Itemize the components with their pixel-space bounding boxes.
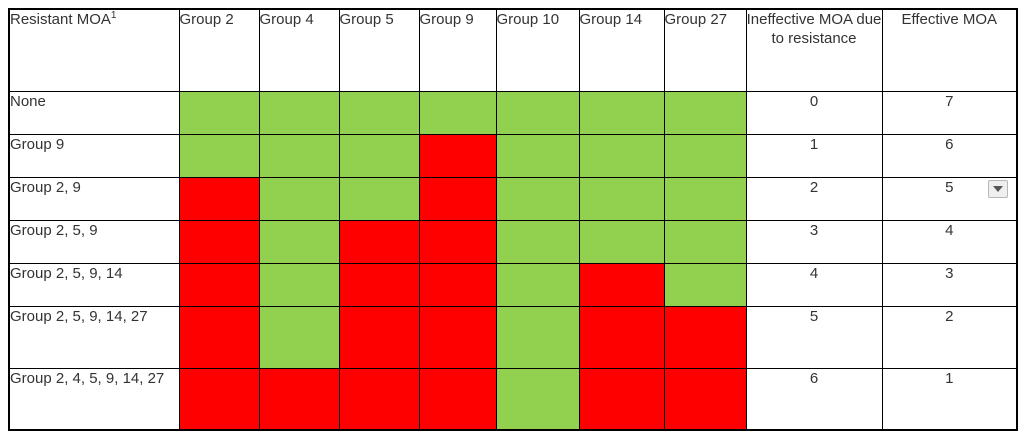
moa-status-cell xyxy=(663,367,747,431)
moa-status-cell xyxy=(178,176,260,221)
moa-status-cell xyxy=(578,367,665,431)
moa-status-cell xyxy=(495,262,580,307)
ineffective-count: 2 xyxy=(745,176,883,221)
ineffective-count: 5 xyxy=(745,305,883,369)
row-label: Group 2, 5, 9, 14, 27 xyxy=(8,305,180,369)
moa-status-cell xyxy=(258,133,340,178)
moa-status-cell xyxy=(258,176,340,221)
moa-status-cell xyxy=(338,305,420,369)
effective-count: 4 xyxy=(881,219,1018,264)
group-14-header: Group 14 xyxy=(578,8,665,92)
group-4-header: Group 4 xyxy=(258,8,340,92)
moa-status-cell xyxy=(338,90,420,135)
table-row: Group 9 1 6 xyxy=(8,133,1018,178)
moa-status-cell xyxy=(418,176,497,221)
table-row: None 0 7 xyxy=(8,90,1018,135)
moa-status-cell xyxy=(258,262,340,307)
effective-count: 3 xyxy=(881,262,1018,307)
moa-status-cell xyxy=(258,367,340,431)
table-row: Group 2, 5, 9 3 4 xyxy=(8,219,1018,264)
chevron-down-icon xyxy=(993,185,1003,192)
moa-status-cell xyxy=(663,133,747,178)
row-label: Group 2, 5, 9 xyxy=(8,219,180,264)
moa-status-cell xyxy=(418,367,497,431)
ineffective-count: 1 xyxy=(745,133,883,178)
effective-count: 2 xyxy=(881,305,1018,369)
moa-status-cell xyxy=(578,262,665,307)
moa-status-cell xyxy=(258,305,340,369)
moa-status-cell xyxy=(418,219,497,264)
group-2-header: Group 2 xyxy=(178,8,260,92)
effective-count: 6 xyxy=(881,133,1018,178)
group-10-header: Group 10 xyxy=(495,8,580,92)
moa-status-cell xyxy=(178,367,260,431)
row-label: None xyxy=(8,90,180,135)
moa-status-cell xyxy=(338,262,420,307)
moa-status-cell xyxy=(338,176,420,221)
moa-status-cell xyxy=(258,219,340,264)
moa-status-cell xyxy=(338,133,420,178)
moa-status-cell xyxy=(495,176,580,221)
moa-status-cell xyxy=(663,176,747,221)
moa-status-cell xyxy=(495,133,580,178)
effective-count-with-dropdown: 5 xyxy=(881,176,1018,221)
moa-status-cell xyxy=(578,133,665,178)
effective-moa-header: Effective MOA xyxy=(881,8,1018,92)
moa-status-cell xyxy=(338,219,420,264)
moa-status-cell xyxy=(663,219,747,264)
group-9-header: Group 9 xyxy=(418,8,497,92)
moa-status-cell xyxy=(178,133,260,178)
table-row: Group 2, 4, 5, 9, 14, 27 6 1 xyxy=(8,367,1018,431)
moa-status-cell xyxy=(418,90,497,135)
table-row: Group 2, 5, 9, 14, 27 5 2 xyxy=(8,305,1018,369)
moa-status-cell xyxy=(178,219,260,264)
moa-status-cell xyxy=(578,176,665,221)
row-label: Group 2, 5, 9, 14 xyxy=(8,262,180,307)
row-label: Group 2, 9 xyxy=(8,176,180,221)
ineffective-count: 6 xyxy=(745,367,883,431)
group-5-header: Group 5 xyxy=(338,8,420,92)
effective-count: 5 xyxy=(945,178,954,196)
moa-status-cell xyxy=(663,305,747,369)
moa-status-cell xyxy=(338,367,420,431)
moa-status-cell xyxy=(578,90,665,135)
row-label: Group 9 xyxy=(8,133,180,178)
moa-status-cell xyxy=(578,219,665,264)
moa-status-cell xyxy=(578,305,665,369)
moa-status-cell xyxy=(418,305,497,369)
group-27-header: Group 27 xyxy=(663,8,747,92)
effective-count: 7 xyxy=(881,90,1018,135)
moa-status-cell xyxy=(495,90,580,135)
row-label: Group 2, 4, 5, 9, 14, 27 xyxy=(8,367,180,431)
moa-status-cell xyxy=(418,262,497,307)
table-header-row: Resistant MOA1 Group 2 Group 4 Group 5 G… xyxy=(8,8,1018,92)
moa-status-cell xyxy=(495,367,580,431)
table-row: Group 2, 5, 9, 14 4 3 xyxy=(8,262,1018,307)
moa-status-cell xyxy=(418,133,497,178)
resistance-moa-table: Resistant MOA1 Group 2 Group 4 Group 5 G… xyxy=(8,8,1018,431)
moa-status-cell xyxy=(258,90,340,135)
ineffective-count: 3 xyxy=(745,219,883,264)
table-row: Group 2, 9 2 5 xyxy=(8,176,1018,221)
ineffective-count: 4 xyxy=(745,262,883,307)
moa-status-cell xyxy=(495,305,580,369)
moa-status-cell xyxy=(178,90,260,135)
ineffective-moa-header: Ineffective MOA due to resistance xyxy=(745,8,883,92)
moa-status-cell xyxy=(663,90,747,135)
effective-count: 1 xyxy=(881,367,1018,431)
dropdown-button[interactable] xyxy=(988,179,1008,198)
moa-status-cell xyxy=(495,219,580,264)
ineffective-count: 0 xyxy=(745,90,883,135)
moa-status-cell xyxy=(178,305,260,369)
footnote-superscript: 1 xyxy=(110,10,117,21)
resistant-moa-header: Resistant MOA1 xyxy=(8,8,180,92)
moa-status-cell xyxy=(663,262,747,307)
moa-status-cell xyxy=(178,262,260,307)
